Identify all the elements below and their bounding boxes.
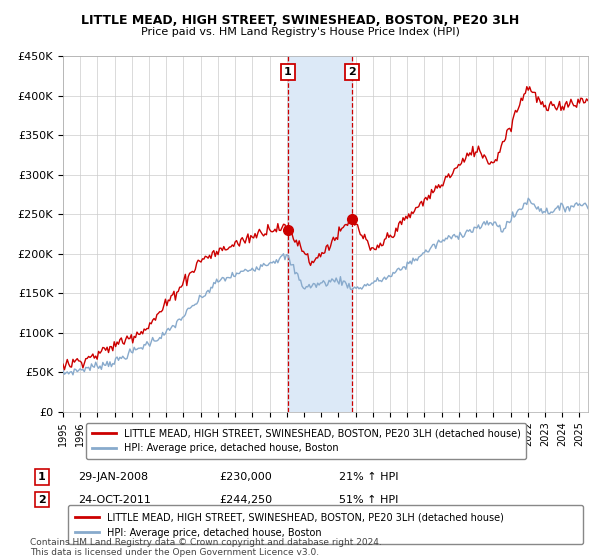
Text: 21% ↑ HPI: 21% ↑ HPI: [339, 472, 398, 482]
Text: 2: 2: [349, 67, 356, 77]
Text: 51% ↑ HPI: 51% ↑ HPI: [339, 494, 398, 505]
Legend: LITTLE MEAD, HIGH STREET, SWINESHEAD, BOSTON, PE20 3LH (detached house), HPI: Av: LITTLE MEAD, HIGH STREET, SWINESHEAD, BO…: [68, 505, 583, 544]
Text: LITTLE MEAD, HIGH STREET, SWINESHEAD, BOSTON, PE20 3LH: LITTLE MEAD, HIGH STREET, SWINESHEAD, BO…: [81, 14, 519, 27]
Text: Price paid vs. HM Land Registry's House Price Index (HPI): Price paid vs. HM Land Registry's House …: [140, 27, 460, 37]
Bar: [288, 56, 352, 412]
Text: 29-JAN-2008: 29-JAN-2008: [78, 472, 148, 482]
Text: 24-OCT-2011: 24-OCT-2011: [78, 494, 151, 505]
Text: £230,000: £230,000: [219, 472, 272, 482]
Text: 1: 1: [284, 67, 292, 77]
Text: Contains HM Land Registry data © Crown copyright and database right 2024.
This d: Contains HM Land Registry data © Crown c…: [30, 538, 382, 557]
Text: £244,250: £244,250: [219, 494, 272, 505]
Legend: LITTLE MEAD, HIGH STREET, SWINESHEAD, BOSTON, PE20 3LH (detached house), HPI: Av: LITTLE MEAD, HIGH STREET, SWINESHEAD, BO…: [86, 423, 526, 459]
Text: 1: 1: [38, 472, 46, 482]
Text: 2: 2: [38, 494, 46, 505]
